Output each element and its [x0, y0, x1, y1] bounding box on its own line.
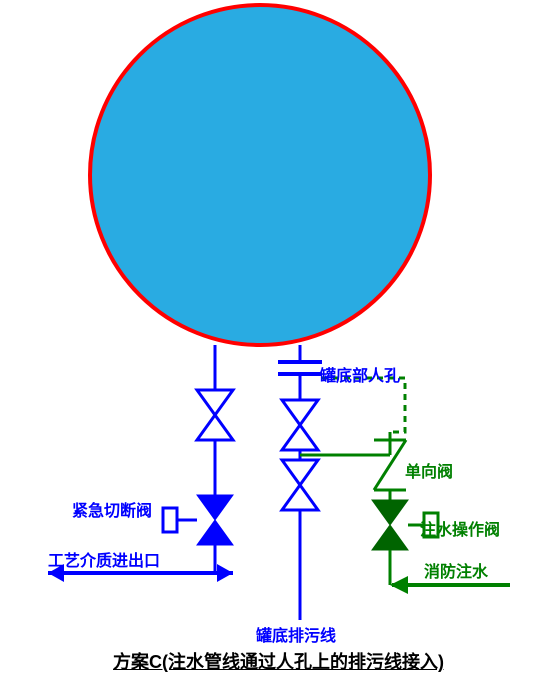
inject-valve-label: 注水操作阀	[420, 516, 500, 540]
process-io-label: 工艺介质进出口	[48, 547, 160, 571]
fire-water-label: 消防注水	[424, 558, 488, 582]
drain-line-label: 罐底排污线	[256, 622, 336, 646]
esd-valve-label: 紧急切断阀	[72, 497, 152, 521]
check-valve-label: 单向阀	[405, 458, 453, 482]
diagram-caption: 方案C(注水管线通过人孔上的排污线接入)	[0, 648, 557, 674]
manhole-label: 罐底部人孔	[320, 362, 400, 386]
